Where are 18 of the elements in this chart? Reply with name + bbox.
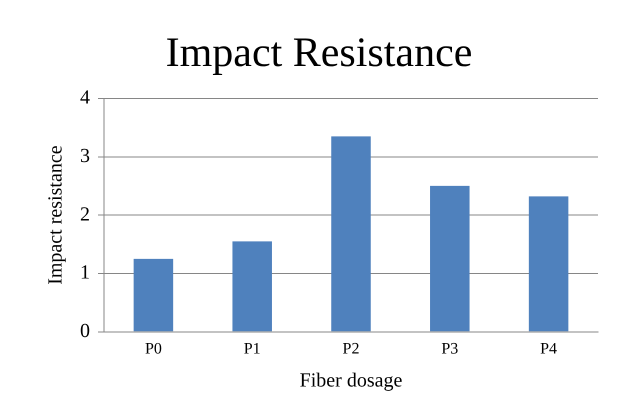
y-tick-label: 3	[80, 145, 90, 167]
x-tick-label: P0	[144, 340, 162, 358]
x-tick-label: P4	[540, 340, 558, 358]
x-tick-label: P3	[441, 340, 458, 358]
y-tick-label: 4	[80, 86, 90, 109]
x-axis-title: Fiber dosage	[300, 369, 402, 392]
y-axis-title: Impact resistance	[44, 145, 66, 285]
bar	[134, 258, 174, 332]
chart-title: Impact Resistance	[166, 30, 472, 76]
bar	[232, 241, 272, 332]
y-tick-label: 1	[80, 262, 90, 284]
y-tick-label: 0	[80, 320, 90, 342]
x-tick-label: P1	[244, 340, 261, 358]
x-tick-label: P2	[342, 340, 360, 358]
bar	[331, 136, 371, 332]
bar	[430, 186, 470, 332]
y-tick-label: 2	[80, 203, 90, 226]
bar	[528, 196, 568, 332]
